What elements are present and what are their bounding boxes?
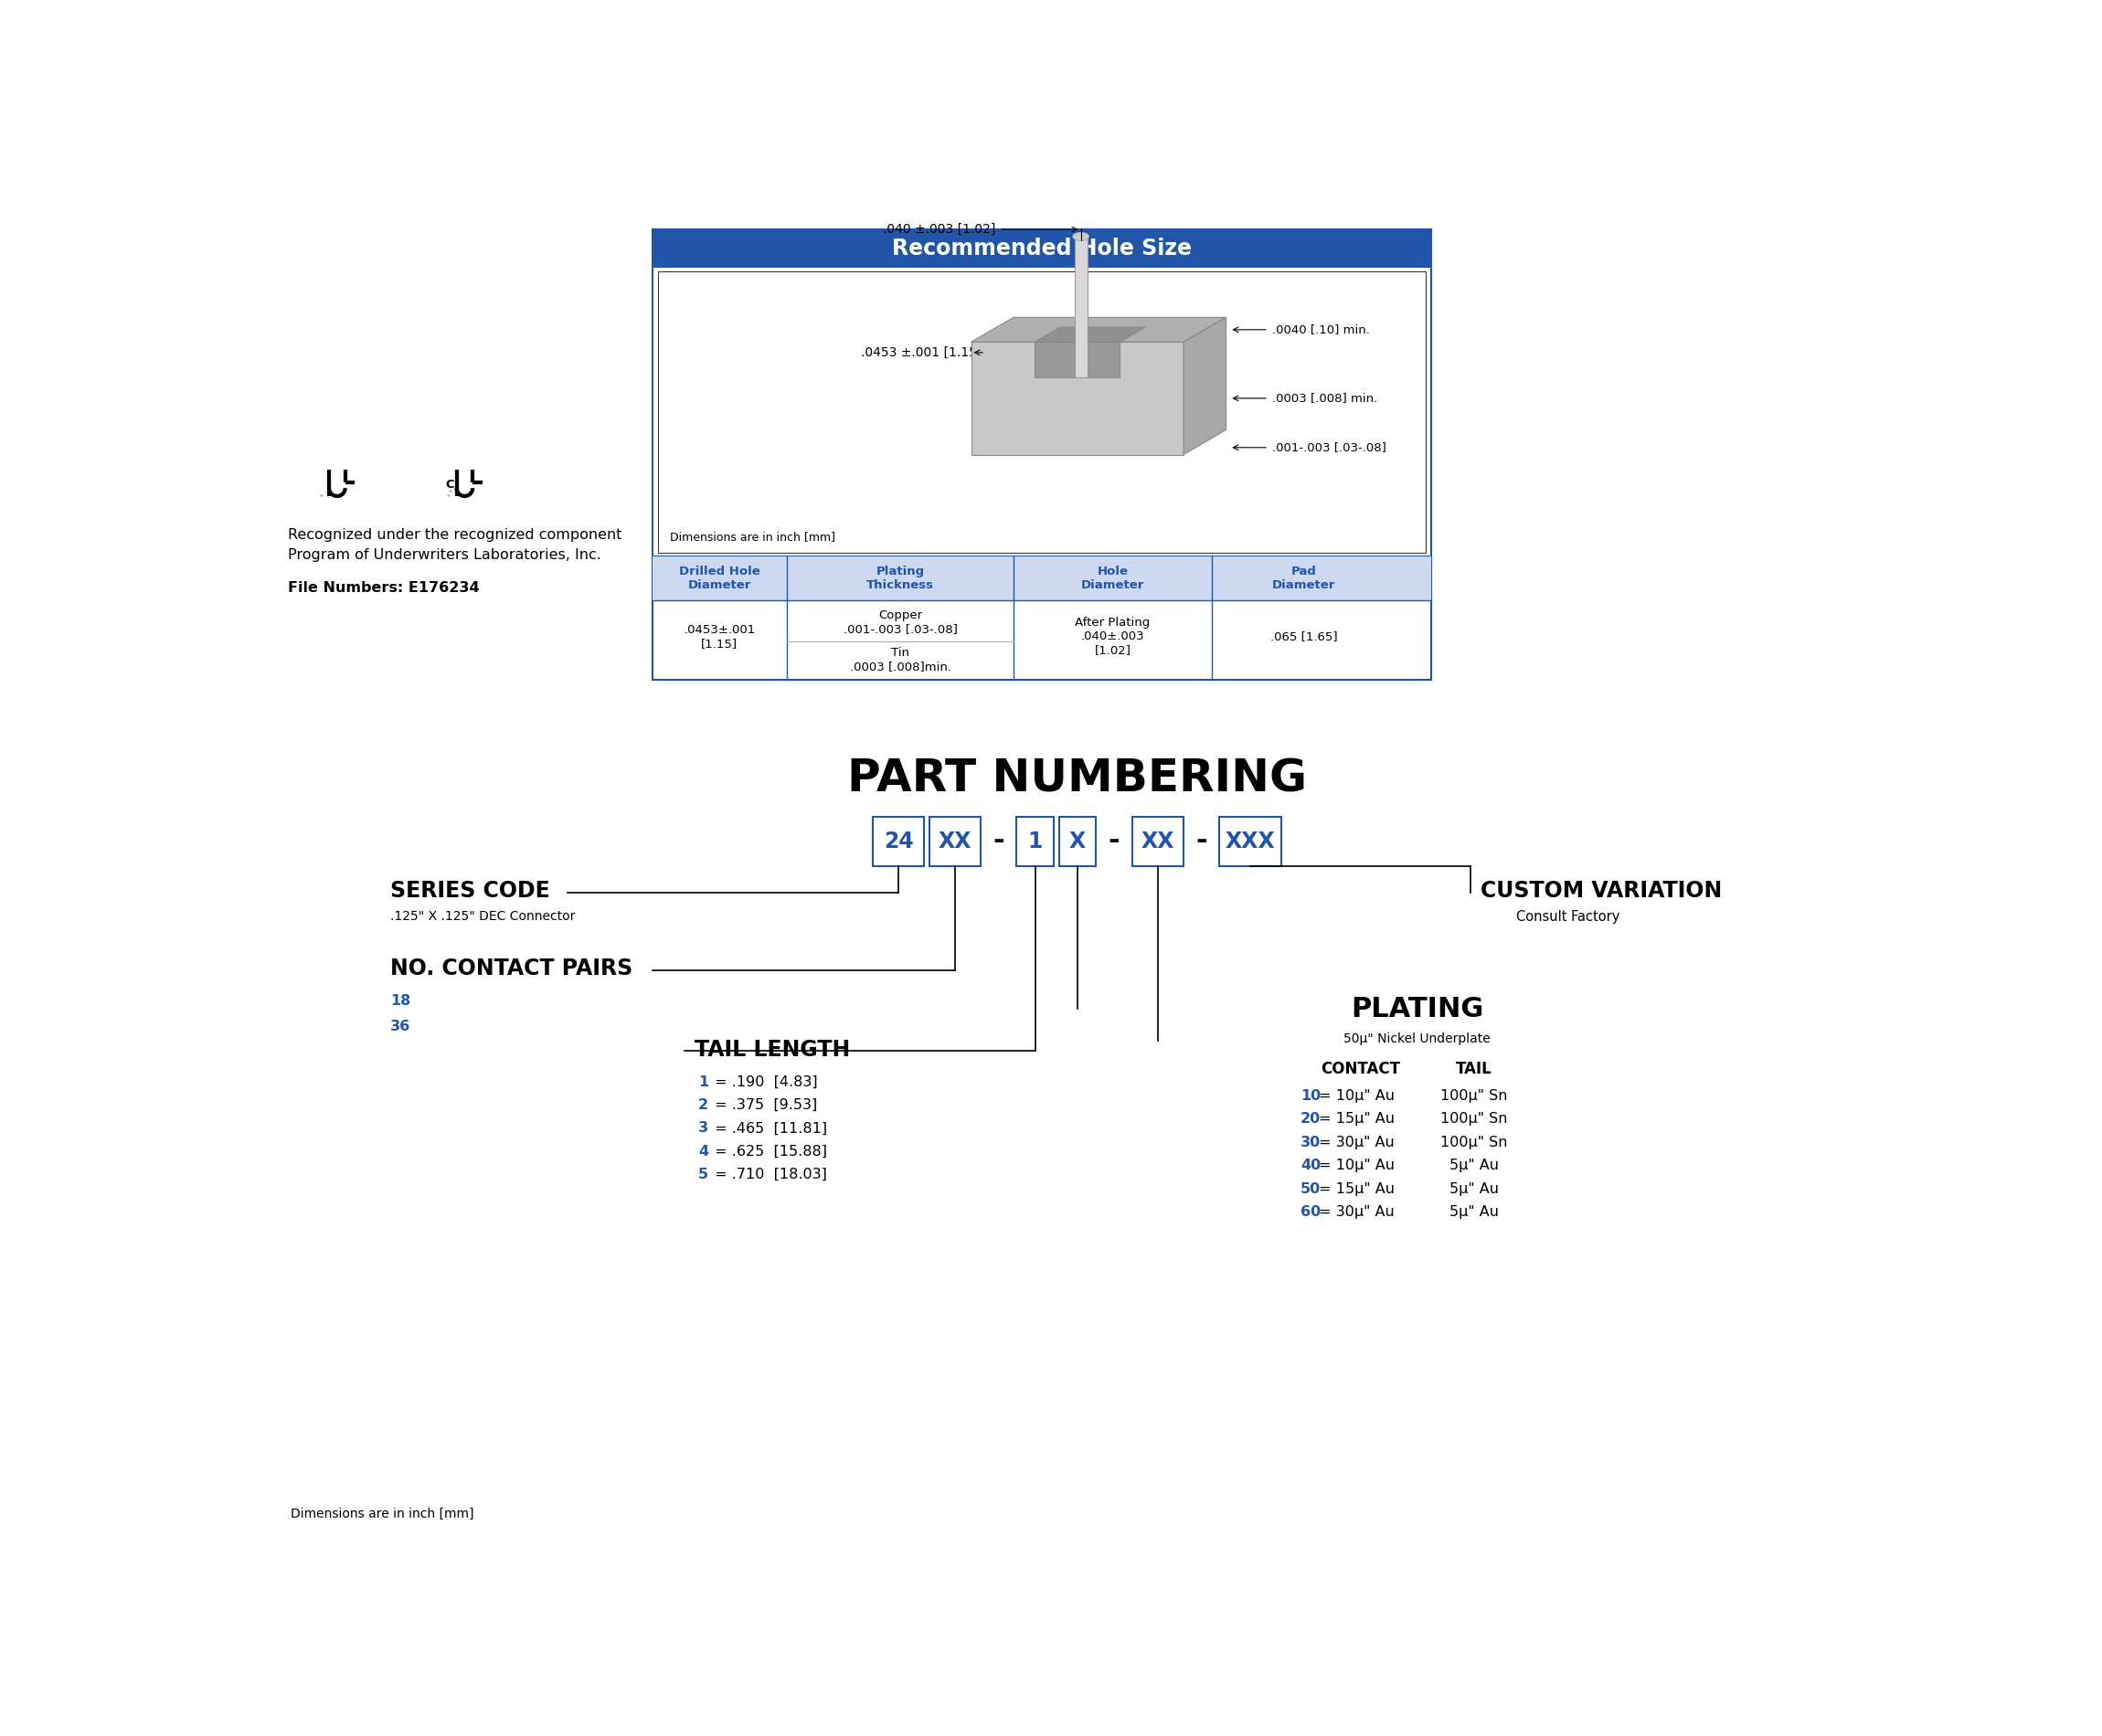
Bar xyxy=(1059,818,1095,866)
Text: 40: 40 xyxy=(1301,1160,1320,1172)
Text: ®: ® xyxy=(320,495,324,498)
Text: CONTACT: CONTACT xyxy=(1320,1061,1400,1078)
Bar xyxy=(1219,818,1282,866)
Text: XX: XX xyxy=(1141,830,1175,852)
Text: 5μ" Au: 5μ" Au xyxy=(1448,1160,1499,1172)
Bar xyxy=(1034,342,1120,377)
Text: Drilled Hole
Diameter: Drilled Hole Diameter xyxy=(679,566,761,592)
Text: X: X xyxy=(1070,830,1087,852)
Text: -: - xyxy=(992,828,1005,854)
Text: Hole
Diameter: Hole Diameter xyxy=(1080,566,1143,592)
Text: .125" X .125" DEC Connector: .125" X .125" DEC Connector xyxy=(391,910,576,922)
Text: 50: 50 xyxy=(1301,1182,1320,1196)
Text: 5μ" Au: 5μ" Au xyxy=(1448,1182,1499,1196)
Text: Copper
.001-.003 [.03-.08]: Copper .001-.003 [.03-.08] xyxy=(843,609,956,635)
Text: Dimensions are in inch [mm]: Dimensions are in inch [mm] xyxy=(290,1507,475,1521)
Text: = 15μ" Au: = 15μ" Au xyxy=(1314,1182,1396,1196)
Text: = .710  [18.03]: = .710 [18.03] xyxy=(710,1168,828,1182)
Text: = .190  [4.83]: = .190 [4.83] xyxy=(710,1075,818,1088)
Text: -: - xyxy=(1196,828,1207,854)
Bar xyxy=(658,271,1425,554)
Text: = .625  [15.88]: = .625 [15.88] xyxy=(710,1144,828,1158)
Text: 100μ" Sn: 100μ" Sn xyxy=(1440,1135,1507,1149)
Text: Program of Underwriters Laboratories, Inc.: Program of Underwriters Laboratories, In… xyxy=(288,549,601,562)
Text: = .375  [9.53]: = .375 [9.53] xyxy=(710,1099,818,1113)
Text: PART NUMBERING: PART NUMBERING xyxy=(847,757,1307,800)
Text: TAIL: TAIL xyxy=(1457,1061,1492,1078)
Text: = .465  [11.81]: = .465 [11.81] xyxy=(710,1121,828,1135)
Text: .040 ±.003 [1.02]: .040 ±.003 [1.02] xyxy=(883,222,996,236)
Text: 1: 1 xyxy=(1028,830,1043,852)
Text: 1: 1 xyxy=(698,1075,708,1088)
Text: Pad
Diameter: Pad Diameter xyxy=(1272,566,1335,592)
Text: XX: XX xyxy=(937,830,971,852)
Text: 36: 36 xyxy=(391,1019,410,1033)
Ellipse shape xyxy=(1072,233,1089,241)
Text: .065 [1.65]: .065 [1.65] xyxy=(1270,630,1337,642)
Text: .001-.003 [.03-.08]: .001-.003 [.03-.08] xyxy=(1272,441,1385,453)
Text: NO. CONTACT PAIRS: NO. CONTACT PAIRS xyxy=(391,958,633,979)
Bar xyxy=(971,342,1183,455)
Text: 5: 5 xyxy=(698,1168,708,1182)
Text: .0040 [.10] min.: .0040 [.10] min. xyxy=(1272,323,1371,335)
Bar xyxy=(652,229,1431,267)
Bar xyxy=(1133,818,1183,866)
Text: 20: 20 xyxy=(1301,1113,1320,1127)
Bar xyxy=(1074,236,1087,377)
Text: 100μ" Sn: 100μ" Sn xyxy=(1440,1113,1507,1127)
Text: Consult Factory: Consult Factory xyxy=(1516,910,1621,924)
Text: After Plating
.040±.003
[1.02]: After Plating .040±.003 [1.02] xyxy=(1074,616,1150,656)
Text: = 30μ" Au: = 30μ" Au xyxy=(1314,1135,1396,1149)
Text: C: C xyxy=(446,479,454,491)
Text: TAIL LENGTH: TAIL LENGTH xyxy=(696,1038,851,1061)
Bar xyxy=(1017,818,1053,866)
Polygon shape xyxy=(971,318,1225,342)
Text: 5μ" Au: 5μ" Au xyxy=(1448,1205,1499,1219)
Text: 100μ" Sn: 100μ" Sn xyxy=(1440,1088,1507,1102)
Text: Dimensions are in inch [mm]: Dimensions are in inch [mm] xyxy=(671,531,834,542)
Text: 18: 18 xyxy=(391,995,410,1009)
Text: 30: 30 xyxy=(1301,1135,1320,1149)
Bar xyxy=(652,229,1431,681)
Text: = 10μ" Au: = 10μ" Au xyxy=(1314,1160,1396,1172)
Text: 3: 3 xyxy=(698,1121,708,1135)
Text: .0453±.001
[1.15]: .0453±.001 [1.15] xyxy=(683,623,755,649)
Text: File Numbers: E176234: File Numbers: E176234 xyxy=(288,582,479,595)
Bar xyxy=(929,818,982,866)
Text: CUSTOM VARIATION: CUSTOM VARIATION xyxy=(1482,880,1722,903)
Text: 2: 2 xyxy=(698,1099,708,1113)
Text: .0003 [.008] min.: .0003 [.008] min. xyxy=(1272,392,1377,404)
Text: 60: 60 xyxy=(1301,1205,1320,1219)
Text: Plating
Thickness: Plating Thickness xyxy=(866,566,933,592)
Polygon shape xyxy=(1034,326,1146,342)
Bar xyxy=(872,818,925,866)
Text: Recognized under the recognized component: Recognized under the recognized componen… xyxy=(288,528,622,542)
Polygon shape xyxy=(1183,318,1225,455)
Text: Recommended Hole Size: Recommended Hole Size xyxy=(891,238,1192,260)
Text: 24: 24 xyxy=(883,830,914,852)
Text: .0453 ±.001 [1.15]: .0453 ±.001 [1.15] xyxy=(860,345,982,359)
Text: -: - xyxy=(1108,828,1120,854)
Text: SERIES CODE: SERIES CODE xyxy=(391,880,551,903)
Text: 50μ" Nickel Underplate: 50μ" Nickel Underplate xyxy=(1343,1033,1490,1045)
Bar xyxy=(652,557,1431,681)
Text: PLATING: PLATING xyxy=(1352,996,1484,1023)
Bar xyxy=(652,557,1431,601)
Text: ®: ® xyxy=(448,495,450,498)
Text: 10: 10 xyxy=(1301,1088,1320,1102)
Text: 4: 4 xyxy=(698,1144,708,1158)
Text: = 15μ" Au: = 15μ" Au xyxy=(1314,1113,1396,1127)
Text: XXX: XXX xyxy=(1225,830,1276,852)
Text: Tin
.0003 [.008]min.: Tin .0003 [.008]min. xyxy=(849,648,950,672)
Text: = 10μ" Au: = 10μ" Au xyxy=(1314,1088,1396,1102)
Text: ®: ® xyxy=(448,490,452,493)
Text: = 30μ" Au: = 30μ" Au xyxy=(1314,1205,1396,1219)
